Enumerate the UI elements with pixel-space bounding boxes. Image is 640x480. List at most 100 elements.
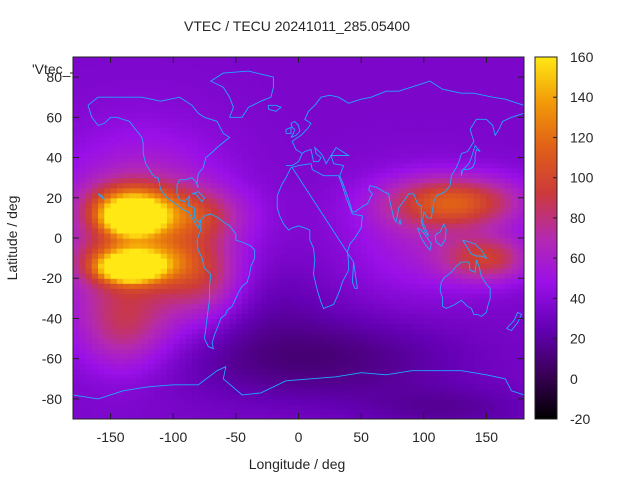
heatmap-cell bbox=[135, 192, 143, 199]
heatmap-cell bbox=[279, 77, 287, 83]
heatmap-cell bbox=[336, 403, 343, 410]
heatmap-cell bbox=[442, 388, 450, 395]
heatmap-cell bbox=[91, 92, 99, 98]
heatmap-cell bbox=[486, 368, 494, 375]
heatmap-cell bbox=[285, 308, 293, 315]
heatmap-cell bbox=[467, 152, 475, 159]
heatmap-cell bbox=[342, 77, 350, 83]
heatmap-cell bbox=[192, 182, 199, 189]
heatmap-cell bbox=[135, 202, 143, 209]
heatmap-cell bbox=[373, 112, 381, 118]
heatmap-cell bbox=[160, 102, 168, 108]
heatmap-cell bbox=[98, 338, 105, 345]
heatmap-cell bbox=[455, 363, 462, 370]
heatmap-cell bbox=[430, 112, 437, 118]
heatmap-cell bbox=[85, 177, 93, 184]
heatmap-cell bbox=[411, 363, 419, 370]
heatmap-cell bbox=[285, 278, 293, 284]
heatmap-cell bbox=[317, 92, 325, 98]
heatmap-cell bbox=[304, 67, 312, 73]
heatmap-cell bbox=[367, 167, 375, 174]
heatmap-cell bbox=[235, 383, 243, 390]
heatmap-cell bbox=[480, 177, 488, 184]
heatmap-cell bbox=[392, 137, 400, 144]
heatmap-cell bbox=[367, 358, 375, 365]
heatmap-cell bbox=[85, 328, 93, 335]
heatmap-cell bbox=[354, 333, 362, 340]
heatmap-cell bbox=[379, 278, 387, 284]
heatmap-cell bbox=[398, 368, 406, 375]
heatmap-cell bbox=[467, 222, 475, 229]
heatmap-cell bbox=[98, 122, 105, 128]
heatmap-cell bbox=[123, 318, 130, 325]
heatmap-cell bbox=[192, 388, 199, 395]
heatmap-cell bbox=[473, 373, 481, 380]
heatmap-cell bbox=[404, 172, 412, 179]
heatmap-cell bbox=[505, 358, 513, 365]
heatmap-cell bbox=[110, 192, 118, 199]
heatmap-cell bbox=[442, 383, 450, 390]
heatmap-cell bbox=[141, 283, 149, 289]
heatmap-cell bbox=[129, 408, 137, 415]
heatmap-cell bbox=[311, 142, 318, 149]
heatmap-cell bbox=[461, 67, 469, 73]
heatmap-cell bbox=[354, 67, 362, 73]
heatmap-cell bbox=[285, 238, 293, 244]
heatmap-cell bbox=[311, 408, 318, 415]
heatmap-cell bbox=[223, 147, 231, 154]
heatmap-cell bbox=[311, 283, 318, 289]
heatmap-cell bbox=[79, 137, 87, 144]
heatmap-cell bbox=[192, 303, 199, 309]
heatmap-cell bbox=[242, 253, 249, 259]
heatmap-cell bbox=[217, 222, 224, 229]
heatmap-cell bbox=[436, 162, 444, 169]
heatmap-cell bbox=[292, 383, 300, 390]
heatmap-cell bbox=[448, 72, 456, 78]
heatmap-cell bbox=[110, 363, 118, 370]
heatmap-cell bbox=[85, 368, 93, 375]
heatmap-cell bbox=[185, 97, 193, 103]
heatmap-cell bbox=[411, 112, 419, 118]
heatmap-cell bbox=[73, 217, 80, 224]
heatmap-cell bbox=[348, 72, 356, 78]
heatmap-cell bbox=[317, 243, 325, 249]
heatmap-cell bbox=[110, 403, 118, 410]
heatmap-cell bbox=[279, 167, 287, 174]
heatmap-cell bbox=[492, 363, 500, 370]
heatmap-cell bbox=[91, 132, 99, 139]
heatmap-cell bbox=[104, 157, 112, 164]
heatmap-cell bbox=[148, 238, 156, 244]
heatmap-cell bbox=[404, 82, 412, 88]
heatmap-cell bbox=[104, 62, 112, 68]
heatmap-cell bbox=[354, 268, 362, 274]
heatmap-cell bbox=[204, 202, 212, 209]
heatmap-cell bbox=[248, 408, 256, 415]
heatmap-cell bbox=[260, 258, 268, 264]
heatmap-cell bbox=[279, 348, 287, 355]
heatmap-cell bbox=[223, 243, 231, 249]
heatmap-cell bbox=[179, 373, 187, 380]
heatmap-cell bbox=[235, 243, 243, 249]
heatmap-cell bbox=[379, 162, 387, 169]
heatmap-cell bbox=[492, 238, 500, 244]
heatmap-cell bbox=[123, 268, 130, 274]
heatmap-cell bbox=[85, 157, 93, 164]
heatmap-cell bbox=[304, 97, 312, 103]
heatmap-cell bbox=[442, 132, 450, 139]
heatmap-cell bbox=[279, 333, 287, 340]
heatmap-cell bbox=[436, 77, 444, 83]
heatmap-cell bbox=[448, 157, 456, 164]
heatmap-cell bbox=[505, 293, 513, 299]
heatmap-cell bbox=[98, 57, 105, 63]
heatmap-cell bbox=[417, 77, 425, 83]
heatmap-cell bbox=[116, 132, 124, 139]
heatmap-cell bbox=[298, 253, 306, 259]
heatmap-cell bbox=[436, 227, 444, 234]
heatmap-cell bbox=[461, 102, 469, 108]
heatmap-cell bbox=[292, 303, 300, 309]
heatmap-cell bbox=[386, 167, 394, 174]
heatmap-cell bbox=[260, 182, 268, 189]
heatmap-cell bbox=[285, 303, 293, 309]
heatmap-cell bbox=[179, 202, 187, 209]
heatmap-cell bbox=[141, 358, 149, 365]
